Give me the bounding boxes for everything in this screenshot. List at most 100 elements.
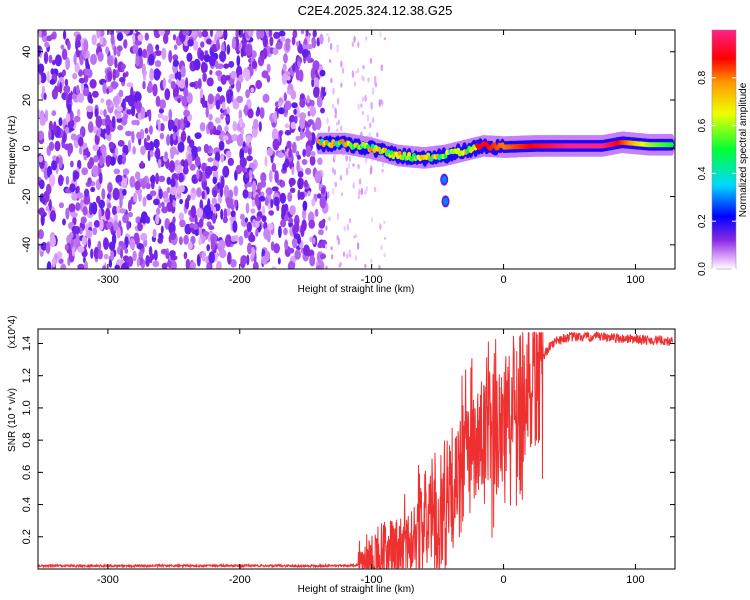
noise-blob: [134, 39, 142, 46]
noise-blob: [262, 93, 270, 103]
noise-blob: [137, 191, 142, 198]
noise-blob: [218, 140, 225, 151]
noise-blob: [196, 146, 202, 152]
noise-speck: [337, 237, 340, 246]
noise-blob: [239, 42, 243, 49]
noise-blob: [303, 179, 308, 188]
noise-blob: [108, 141, 115, 149]
noise-blob: [207, 157, 214, 163]
noise-blob: [159, 132, 165, 140]
noise-blob: [310, 151, 316, 157]
noise-blob: [228, 189, 234, 199]
noise-blob: [48, 141, 55, 151]
noise-speck: [369, 57, 373, 64]
noise-blob: [247, 147, 251, 155]
noise-blob: [320, 107, 325, 114]
noise-blob: [106, 88, 110, 95]
noise-blob: [311, 198, 316, 207]
noise-blob: [86, 105, 94, 113]
noise-speck: [348, 249, 351, 255]
noise-blob: [70, 238, 74, 250]
noise-blob: [142, 196, 147, 207]
noise-blob: [98, 208, 102, 221]
noise-blob: [318, 220, 326, 229]
noise-blob: [153, 249, 158, 261]
noise-blob: [65, 175, 70, 186]
noise-blob: [97, 124, 101, 138]
noise-blob: [311, 38, 317, 49]
noise-speck: [336, 97, 340, 106]
noise-blob: [306, 43, 314, 50]
noise-blob: [186, 52, 193, 62]
noise-blob: [203, 143, 210, 154]
noise-blob: [284, 214, 289, 222]
noise-blob: [159, 99, 167, 109]
noise-blob: [218, 239, 226, 250]
noise-blob: [166, 176, 172, 185]
noise-blob: [161, 47, 167, 60]
noise-blob: [38, 229, 44, 240]
noise-blob: [98, 172, 103, 185]
noise-blob: [179, 118, 185, 130]
noise-blob: [193, 223, 199, 230]
noise-blob: [305, 167, 312, 175]
noise-blob: [200, 61, 207, 74]
noise-blob: [140, 106, 146, 120]
noise-blob: [299, 116, 306, 130]
noise-blob: [172, 34, 177, 41]
noise-blob: [264, 156, 268, 167]
noise-blob: [320, 253, 326, 260]
noise-blob: [117, 154, 124, 165]
noise-blob: [214, 60, 219, 70]
y-tick-label: -40: [21, 237, 33, 253]
noise-blob: [208, 251, 215, 264]
noise-blob: [65, 57, 70, 70]
noise-blob: [166, 201, 174, 213]
noise-blob: [122, 30, 131, 35]
noise-speck: [380, 245, 383, 251]
noise-blob: [114, 264, 120, 269]
noise-blob: [62, 30, 67, 40]
noise-blob: [84, 68, 91, 76]
noise-speck: [353, 35, 356, 43]
noise-blob: [40, 242, 48, 251]
noise-blob: [268, 170, 273, 183]
noise-blob: [129, 238, 136, 250]
noise-blob: [51, 110, 57, 117]
noise-blob: [254, 194, 260, 207]
noise-blob: [316, 37, 321, 47]
noise-blob: [208, 55, 217, 67]
noise-blob: [99, 109, 104, 116]
noise-blob: [54, 140, 61, 152]
noise-blob: [93, 246, 99, 260]
noise-blob: [138, 55, 143, 69]
noise-blob: [280, 180, 286, 188]
noise-blob: [49, 173, 56, 187]
noise-blob: [149, 68, 155, 81]
noise-blob: [69, 183, 76, 193]
noise-speck: [360, 75, 364, 80]
noise-speck: [338, 263, 341, 268]
noise-blob: [299, 99, 306, 108]
noise-blob: [127, 94, 135, 107]
noise-blob: [38, 108, 41, 119]
y-tick-label: 0.2: [21, 529, 33, 544]
signal-core: [397, 150, 402, 157]
x-tick-label: 100: [626, 274, 644, 286]
x-tick-label: -200: [229, 574, 251, 586]
noise-blob: [122, 168, 130, 175]
noise-blob: [105, 99, 112, 107]
noise-blob: [261, 205, 266, 217]
noise-blob: [216, 182, 221, 190]
signal-core: [329, 143, 334, 149]
noise-speck: [365, 36, 368, 41]
noise-blob: [236, 95, 244, 104]
noise-blob: [164, 88, 171, 101]
noise-blob: [228, 60, 235, 68]
noise-blob: [64, 78, 69, 87]
noise-blob: [153, 198, 160, 206]
noise-blob: [116, 117, 123, 123]
noise-blob: [79, 53, 84, 66]
noise-blob: [64, 126, 70, 134]
noise-blob: [132, 146, 136, 155]
